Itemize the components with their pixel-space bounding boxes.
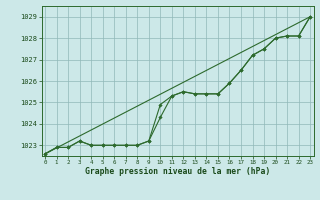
X-axis label: Graphe pression niveau de la mer (hPa): Graphe pression niveau de la mer (hPa) <box>85 167 270 176</box>
